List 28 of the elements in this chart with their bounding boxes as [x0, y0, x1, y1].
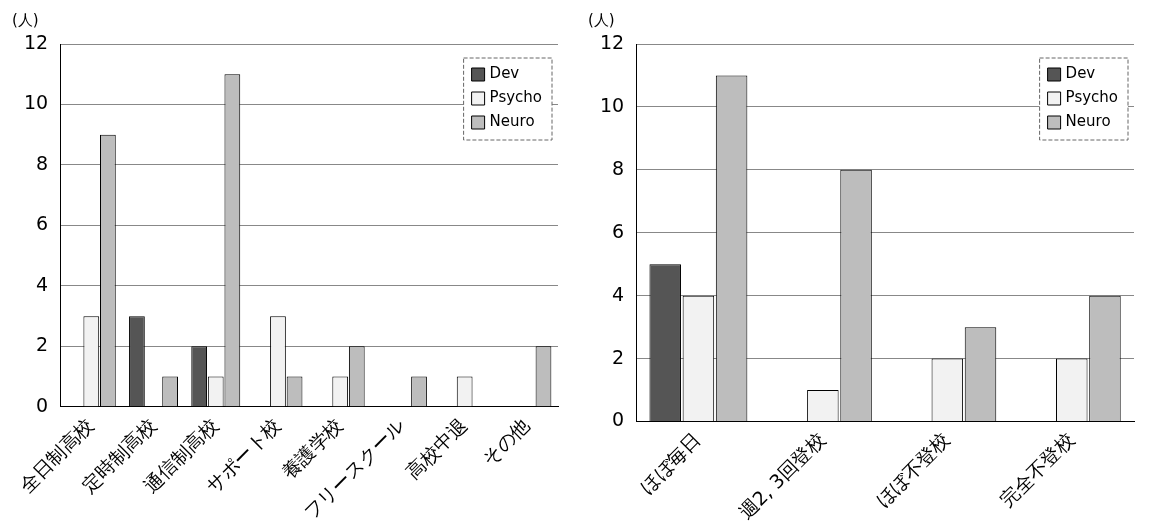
y-tick-label: 8 — [36, 151, 49, 174]
legend-label: Psycho — [1065, 88, 1118, 107]
y-tick-label: 0 — [612, 408, 625, 431]
y-tick-label: 2 — [612, 345, 625, 368]
x-tick-label: その他 — [477, 413, 534, 470]
x-tick-label: 完全不登校 — [995, 428, 1079, 512]
y-tick-label: 6 — [612, 219, 625, 242]
y-tick-label: 12 — [23, 30, 49, 53]
legend-label: Neuro — [1065, 112, 1111, 131]
y-tick-label: 10 — [599, 93, 625, 116]
x-tick-label: ほぼ毎日 — [635, 428, 705, 498]
y-tick-label: 6 — [36, 212, 49, 235]
y-axis-title: (人) — [12, 11, 39, 30]
y-tick-label: 12 — [599, 30, 625, 53]
legend-label: Dev — [1065, 64, 1096, 83]
y-tick-label: 2 — [36, 333, 49, 356]
y-tick-label: 10 — [23, 91, 49, 114]
x-tick-label: 高校中退 — [401, 413, 471, 483]
legend-label: Psycho — [489, 88, 542, 107]
y-tick-label: 8 — [612, 156, 625, 179]
y-tick-label: 4 — [36, 272, 49, 295]
y-axis-title: (人) — [588, 11, 615, 30]
y-tick-label: 4 — [612, 282, 625, 305]
y-tick-label: 0 — [36, 393, 49, 416]
x-tick-label: ほぼ不登校 — [870, 428, 954, 512]
legend-label: Dev — [489, 64, 520, 83]
x-tick-label: 週2, 3回登校 — [734, 428, 830, 524]
legend-label: Neuro — [489, 112, 535, 131]
